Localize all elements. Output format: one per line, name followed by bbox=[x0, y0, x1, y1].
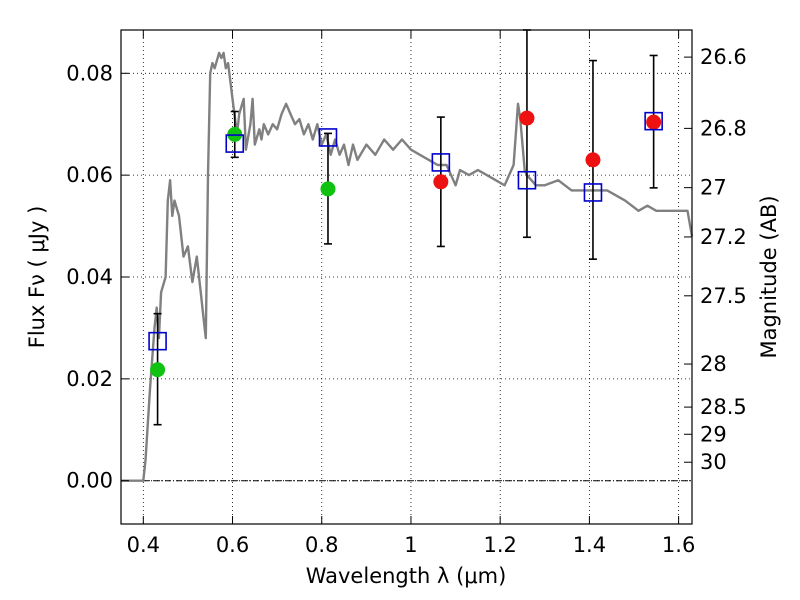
x-axis-ticks: 0.4 0.6 0.8 1 1.2 1.4 1.6 bbox=[127, 30, 695, 557]
y-tick-label-0: 0.00 bbox=[66, 469, 113, 493]
mag-tick-label-5: 28 bbox=[700, 352, 727, 376]
mag-tick-label-8: 30 bbox=[700, 450, 727, 474]
square-point-2 bbox=[318, 128, 338, 147]
mag-tick-label-7: 29 bbox=[700, 422, 727, 446]
x-tick-label-0: 0.4 bbox=[127, 533, 160, 557]
x-tick-label-1: 0.6 bbox=[216, 533, 249, 557]
square-point-3 bbox=[431, 153, 451, 172]
square-point-6 bbox=[644, 111, 663, 131]
square-point-4 bbox=[517, 170, 537, 190]
y2-axis-label: Magnitude (AB) bbox=[757, 195, 781, 358]
red-point-3 bbox=[646, 114, 662, 130]
y-axis-ticks: 0.00 0.02 0.04 0.06 0.08 bbox=[66, 61, 129, 493]
x-tick-label-5: 1.4 bbox=[573, 533, 606, 557]
mag-tick-label-0: 26.6 bbox=[700, 45, 747, 69]
photometry-points bbox=[150, 110, 662, 378]
square-point-0 bbox=[148, 331, 167, 351]
x-tick-label-2: 0.8 bbox=[305, 533, 338, 557]
red-point-2 bbox=[585, 152, 601, 168]
x-axis-label: Wavelength λ (μm) bbox=[306, 564, 507, 588]
green-point-2 bbox=[320, 181, 336, 197]
square-point-5 bbox=[583, 183, 603, 202]
x-tick-label-4: 1.2 bbox=[483, 533, 516, 557]
x-tick-label-6: 1.6 bbox=[662, 533, 695, 557]
magnitude-axis-ticks: 26.6 26.8 27 27.2 27.5 28 28.5 29 30 bbox=[684, 45, 747, 474]
red-point-0 bbox=[433, 174, 449, 190]
mag-tick-label-4: 27.5 bbox=[700, 284, 747, 308]
y-axis-label: Flux Fν ( μJy ) bbox=[25, 206, 49, 349]
red-point-1 bbox=[519, 110, 535, 126]
mag-tick-label-6: 28.5 bbox=[700, 395, 747, 419]
y-tick-label-2: 0.04 bbox=[66, 265, 113, 289]
green-point-0 bbox=[150, 362, 166, 378]
model-squares bbox=[148, 111, 663, 351]
mag-tick-label-3: 27.2 bbox=[700, 225, 747, 249]
y-tick-label-3: 0.06 bbox=[66, 163, 113, 187]
y-tick-label-1: 0.02 bbox=[66, 367, 113, 391]
x-tick-label-3: 1 bbox=[404, 533, 417, 557]
y-tick-label-4: 0.08 bbox=[66, 61, 113, 85]
mag-tick-label-2: 27 bbox=[700, 176, 727, 200]
square-point-1 bbox=[225, 134, 245, 153]
mag-tick-label-1: 26.8 bbox=[700, 116, 747, 140]
plot-background bbox=[121, 30, 692, 524]
